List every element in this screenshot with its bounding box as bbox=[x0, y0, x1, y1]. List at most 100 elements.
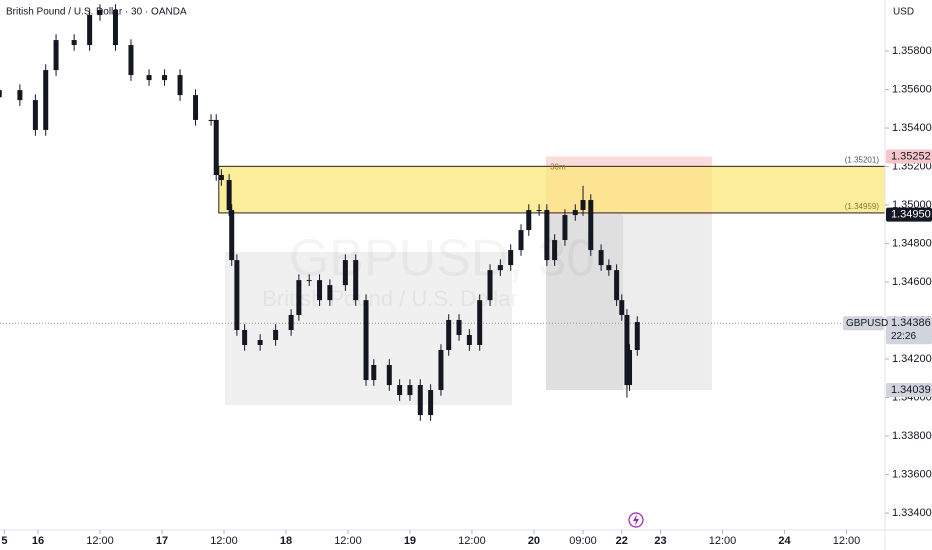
x-tick-label: 20 bbox=[528, 535, 540, 547]
x-tick-label: 09:00 bbox=[569, 535, 597, 547]
supply-zone bbox=[218, 165, 886, 214]
candle-body bbox=[397, 385, 403, 396]
stop-price-label: 1.35252 bbox=[891, 150, 931, 162]
x-tick-label: 22 bbox=[616, 535, 628, 547]
x-tick-label: 12:00 bbox=[210, 535, 238, 547]
y-tick-label: 1.34600 bbox=[892, 276, 932, 288]
entry-price-label-bg bbox=[886, 207, 932, 222]
x-tick-label: 12:00 bbox=[86, 535, 114, 547]
candle-body bbox=[342, 260, 348, 286]
price-axis-bg bbox=[885, 0, 932, 550]
candle-body bbox=[177, 75, 183, 96]
candle-body bbox=[87, 15, 93, 46]
candle-body bbox=[288, 314, 294, 330]
x-tick-label: 24 bbox=[778, 535, 791, 547]
candle-body bbox=[552, 240, 558, 261]
x-tick-label: 12:00 bbox=[709, 535, 737, 547]
candle-body bbox=[627, 349, 633, 386]
x-tick-label: 5 bbox=[1, 535, 7, 547]
entry-price-label: 1.34950 bbox=[891, 209, 931, 221]
watermark-sub: British Pound / U.S. Dollar bbox=[262, 286, 518, 311]
candle-body bbox=[213, 119, 219, 175]
candle-body bbox=[407, 385, 413, 396]
x-tick-label: 18 bbox=[280, 535, 292, 547]
candle-body bbox=[97, 10, 103, 16]
candle-body bbox=[71, 40, 77, 46]
candle-body bbox=[146, 75, 152, 81]
candle-body bbox=[317, 280, 323, 301]
candle-body bbox=[417, 385, 423, 416]
candle-body bbox=[53, 40, 59, 71]
x-tick-label: 23 bbox=[654, 535, 666, 547]
y-tick-label: 1.33400 bbox=[892, 507, 932, 519]
countdown-label: 22:26 bbox=[891, 331, 916, 342]
watermark: GBPUSD, 30 bbox=[289, 230, 595, 288]
candle-body bbox=[580, 200, 586, 211]
x-tick-label: 19 bbox=[404, 535, 416, 547]
candle-body bbox=[619, 300, 625, 315]
candle-body bbox=[353, 260, 359, 301]
candle-body bbox=[526, 210, 532, 231]
timeframe-label: 30m bbox=[550, 162, 566, 171]
candle-body bbox=[0, 90, 2, 98]
time-axis-bg bbox=[0, 530, 932, 550]
candle-body bbox=[386, 365, 392, 386]
y-tick-label: 1.34800 bbox=[892, 237, 932, 249]
candle-body bbox=[518, 230, 524, 251]
y-tick-label: 1.33800 bbox=[892, 430, 932, 442]
x-tick-label: 16 bbox=[32, 535, 44, 547]
y-tick-label: 1.33600 bbox=[892, 468, 932, 480]
zone-top-label: (1.35201) bbox=[845, 155, 880, 164]
target-filled bbox=[546, 214, 624, 391]
y-tick-label: 1.35600 bbox=[892, 83, 932, 95]
currency-label: USD bbox=[893, 7, 914, 18]
target-price-label-bg bbox=[886, 383, 932, 398]
candle-body bbox=[208, 119, 214, 121]
candle-body bbox=[193, 95, 199, 120]
candle-body bbox=[446, 319, 452, 350]
candle-body bbox=[562, 215, 568, 241]
candle-body bbox=[162, 75, 168, 81]
candle-body bbox=[306, 280, 312, 282]
candle-body bbox=[428, 390, 434, 416]
candle-body bbox=[614, 270, 620, 301]
candle-body bbox=[229, 210, 235, 261]
last-price-label: 1.34386 bbox=[891, 317, 931, 329]
candle-body bbox=[466, 334, 472, 345]
candle-body bbox=[598, 250, 604, 266]
x-tick-label: 12:00 bbox=[334, 535, 362, 547]
candle-body bbox=[234, 260, 240, 330]
candle-body bbox=[226, 180, 232, 211]
candle-body bbox=[327, 285, 333, 301]
x-tick-label: 12:00 bbox=[833, 535, 861, 547]
stop-price-label-bg bbox=[886, 149, 932, 164]
candle-body bbox=[371, 365, 377, 381]
candle-body bbox=[536, 210, 542, 212]
candle-body bbox=[242, 329, 248, 345]
y-tick-label: 1.35400 bbox=[892, 122, 932, 134]
candle-body bbox=[588, 200, 594, 251]
last-price-bg bbox=[886, 316, 932, 345]
candle-body bbox=[497, 265, 503, 271]
candle-body bbox=[32, 100, 38, 130]
candle-body bbox=[296, 280, 302, 315]
candle-body bbox=[624, 314, 630, 386]
candle-body bbox=[17, 90, 23, 101]
candle-body bbox=[456, 319, 462, 335]
chart-title: British Pound / U.S. Dollar · 30 · OANDA bbox=[6, 7, 187, 18]
target-price-label: 1.34039 bbox=[891, 384, 931, 396]
candle-body bbox=[257, 339, 263, 345]
candle-body bbox=[112, 10, 118, 46]
event-icon-bolt bbox=[633, 514, 639, 526]
candle-body bbox=[128, 45, 134, 76]
candle-body bbox=[273, 329, 279, 340]
candle-body bbox=[508, 250, 514, 266]
candle-body bbox=[572, 210, 578, 216]
candle-body bbox=[477, 300, 483, 345]
candle-body bbox=[218, 174, 224, 181]
candle-body bbox=[43, 70, 49, 130]
candle-body bbox=[363, 300, 369, 381]
symbol-label-bg bbox=[843, 316, 884, 331]
candle-body bbox=[544, 210, 550, 261]
